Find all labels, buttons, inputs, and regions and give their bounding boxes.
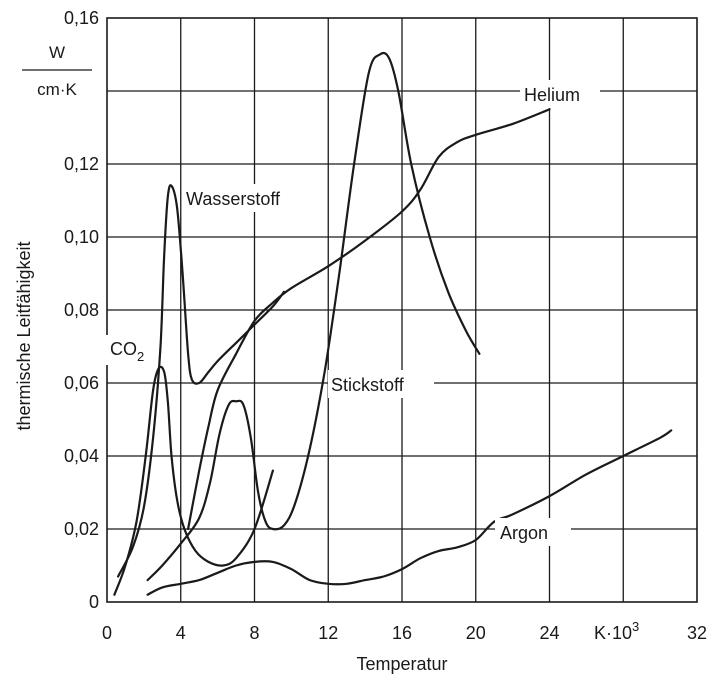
curve-stickstoff <box>146 51 481 582</box>
curve-wasserstoff <box>117 184 286 578</box>
label-co2: CO2 <box>110 339 144 364</box>
plot-frame <box>106 17 698 603</box>
label-stickstoff: Stickstoff <box>331 375 405 395</box>
x-tick-label: 16 <box>392 623 412 643</box>
y-tick-label: 0 <box>89 592 99 612</box>
y-tick-label: 0,08 <box>64 300 99 320</box>
y-unit-denominator: cm·K <box>37 80 77 99</box>
x-tick-label: 4 <box>176 623 186 643</box>
y-tick-label: 0,12 <box>64 154 99 174</box>
x-unit-exponent: 3 <box>632 619 639 634</box>
x-tick-label: 12 <box>318 623 338 643</box>
x-tick-label: 0 <box>102 623 112 643</box>
tick-labels: 0 0,02 0,04 0,06 0,08 0,10 0,12 0,16 0 4 8 12 16 20 24… <box>64 8 707 643</box>
curve-argon <box>146 429 673 596</box>
x-tick-label: 8 <box>249 623 259 643</box>
x-unit-label: K·103 <box>590 618 650 643</box>
y-tick-label: 0,02 <box>64 519 99 539</box>
curves <box>113 51 673 596</box>
x-tick-label: 20 <box>466 623 486 643</box>
x-unit-text: K·10 <box>594 623 632 643</box>
y-unit-numerator: W <box>49 43 65 62</box>
y-tick-label: 0,04 <box>64 446 99 466</box>
label-helium: Helium <box>524 85 580 105</box>
y-tick-label: 0,10 <box>64 227 99 247</box>
label-argon: Argon <box>500 523 548 543</box>
x-tick-label: 32 <box>687 623 707 643</box>
curve-co2 <box>113 365 274 596</box>
label-wasserstoff: Wasserstoff <box>186 189 281 209</box>
x-axis-label: Temperatur <box>356 654 447 674</box>
y-axis-label: thermische Leitfähigkeit <box>14 241 34 430</box>
y-tick-label: 0,06 <box>64 373 99 393</box>
svg-text:K·103: K·103 <box>594 619 639 643</box>
curve-helium <box>187 108 551 531</box>
y-tick-label: 0,16 <box>64 8 99 28</box>
x-tick-label: 24 <box>539 623 559 643</box>
